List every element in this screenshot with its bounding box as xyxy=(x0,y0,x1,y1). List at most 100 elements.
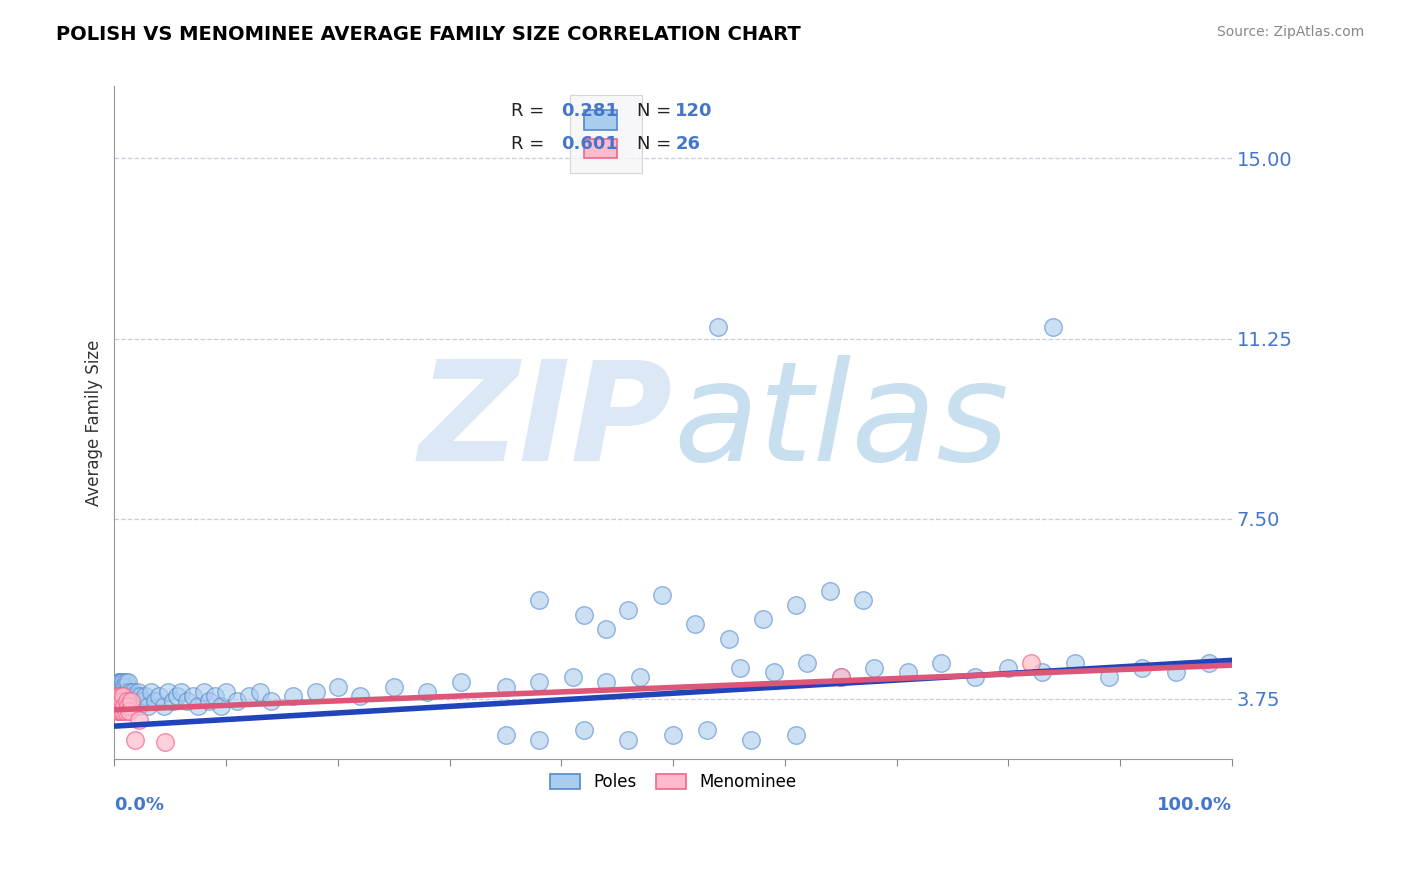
Point xyxy=(129,690,152,704)
Point xyxy=(117,675,139,690)
Point xyxy=(108,684,131,698)
Point xyxy=(527,732,550,747)
Point xyxy=(111,698,134,713)
Point xyxy=(120,694,142,708)
Point xyxy=(112,690,135,704)
Text: R =: R = xyxy=(512,103,550,120)
Point xyxy=(105,690,128,704)
Point xyxy=(707,319,730,334)
Text: POLISH VS MENOMINEE AVERAGE FAMILY SIZE CORRELATION CHART: POLISH VS MENOMINEE AVERAGE FAMILY SIZE … xyxy=(56,25,801,44)
Point xyxy=(114,675,136,690)
Point xyxy=(740,732,762,747)
Point xyxy=(120,698,142,713)
Point xyxy=(108,690,131,704)
Point xyxy=(125,694,148,708)
Point xyxy=(148,690,170,704)
Text: 0.0%: 0.0% xyxy=(114,796,165,814)
Point xyxy=(117,694,139,708)
Point xyxy=(852,593,875,607)
Point xyxy=(141,684,163,698)
Point xyxy=(120,684,142,698)
Point xyxy=(495,680,517,694)
Point xyxy=(105,704,128,718)
Point xyxy=(527,675,550,690)
Text: 120: 120 xyxy=(675,103,713,120)
Point xyxy=(115,690,138,704)
Text: 0.601: 0.601 xyxy=(561,135,619,153)
Legend: Poles, Menominee: Poles, Menominee xyxy=(543,766,803,797)
Point xyxy=(751,613,773,627)
Point xyxy=(118,704,141,718)
Point xyxy=(124,698,146,713)
Point xyxy=(717,632,740,646)
Point xyxy=(112,675,135,690)
Point xyxy=(107,694,129,708)
Point xyxy=(111,690,134,704)
Point xyxy=(114,698,136,713)
Point xyxy=(762,665,785,680)
Point xyxy=(110,698,132,713)
Point xyxy=(617,603,640,617)
Point xyxy=(121,694,143,708)
Point xyxy=(107,694,129,708)
Point xyxy=(118,690,141,704)
Point xyxy=(561,670,583,684)
Point xyxy=(929,656,952,670)
Point xyxy=(114,704,136,718)
Point xyxy=(785,598,807,612)
Text: 100.0%: 100.0% xyxy=(1157,796,1232,814)
Point xyxy=(1198,656,1220,670)
Point xyxy=(1042,319,1064,334)
Point xyxy=(628,670,651,684)
Point xyxy=(572,607,595,622)
Point xyxy=(382,680,405,694)
Point xyxy=(108,704,131,718)
Point xyxy=(1064,656,1087,670)
Point xyxy=(162,694,184,708)
Text: Source: ZipAtlas.com: Source: ZipAtlas.com xyxy=(1216,25,1364,39)
Point xyxy=(108,698,131,713)
Point xyxy=(963,670,986,684)
Point xyxy=(1132,660,1154,674)
Point xyxy=(143,694,166,708)
Point xyxy=(651,589,673,603)
Point xyxy=(830,670,852,684)
Point xyxy=(572,723,595,737)
Point xyxy=(238,690,260,704)
Text: 0.281: 0.281 xyxy=(561,103,619,120)
Text: N =: N = xyxy=(637,135,678,153)
Point xyxy=(128,714,150,728)
Point xyxy=(111,690,134,704)
Point xyxy=(304,684,326,698)
Point xyxy=(112,704,135,718)
Point xyxy=(127,684,149,698)
Point xyxy=(108,704,131,718)
Text: atlas: atlas xyxy=(673,355,1010,490)
Point xyxy=(153,735,176,749)
Point xyxy=(108,698,131,713)
Point xyxy=(215,684,238,698)
Point xyxy=(685,617,707,632)
Point xyxy=(728,660,751,674)
Point xyxy=(450,675,472,690)
Point xyxy=(157,684,180,698)
Point xyxy=(114,684,136,698)
Point xyxy=(110,675,132,690)
Point xyxy=(198,694,221,708)
Text: R =: R = xyxy=(512,135,550,153)
Point xyxy=(595,675,617,690)
Point xyxy=(260,694,283,708)
Point xyxy=(110,690,132,704)
Point xyxy=(997,660,1019,674)
Text: N =: N = xyxy=(637,103,678,120)
Point xyxy=(1019,656,1042,670)
Point xyxy=(107,698,129,713)
Point xyxy=(785,728,807,742)
Point xyxy=(108,675,131,690)
Point xyxy=(830,670,852,684)
Point xyxy=(114,690,136,704)
Point xyxy=(170,684,193,698)
Point xyxy=(114,694,136,708)
Point xyxy=(115,694,138,708)
Point xyxy=(176,694,198,708)
